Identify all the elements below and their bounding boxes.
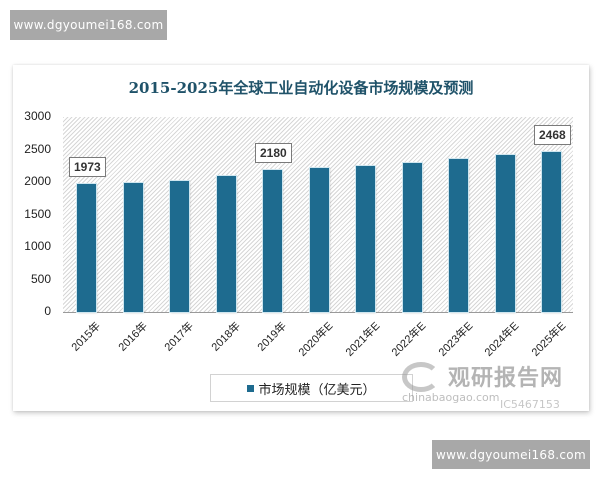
bar [170, 180, 189, 312]
x-tick-label: 2019年 [255, 320, 290, 354]
data-label: 2180 [255, 143, 292, 164]
x-tick-label: 2017年 [162, 320, 197, 354]
chart-frame: 2015-2025年全球工业自动化设备市场规模及预测 0 500 1000 1500 2… [13, 65, 589, 411]
bar [77, 183, 96, 312]
x-tick-label: 2022年E [389, 320, 429, 359]
brand-logo-icon [402, 362, 440, 392]
bar [123, 182, 143, 312]
y-tick-label: 2000 [24, 174, 51, 188]
brand-name: 观研报告网 [448, 366, 564, 391]
legend-label: 市场规模（亿美元） [258, 382, 376, 398]
bar [449, 159, 468, 312]
bar [309, 168, 329, 312]
chart-title: 2015-2025年全球工业自动化设备市场规模及预测 [128, 79, 474, 97]
bar [495, 155, 515, 312]
y-tick-label: 0 [44, 304, 51, 318]
bar [542, 151, 561, 312]
brand-id: IC5467153 [500, 398, 560, 411]
x-tick-label: 2016年 [116, 320, 150, 354]
x-tick-label: 2023年E [436, 320, 476, 359]
brand-watermark: 观研报告网 chinabaogao.com IC5467153 [400, 358, 600, 418]
x-tick-label: 2018年 [209, 320, 243, 354]
legend: 市场规模（亿美元） [210, 374, 413, 402]
brand-url: chinabaogao.com [402, 391, 500, 404]
x-tick-label: 2025年E [529, 320, 569, 359]
watermark-badge-top: www.dgyoumei168.com [10, 10, 167, 40]
data-label: 2468 [534, 124, 571, 145]
x-tick-label: 2024年E [482, 320, 522, 359]
watermark-badge-bottom: www.dgyoumei168.com [432, 440, 590, 469]
x-tick-label: 2015年 [69, 320, 104, 354]
y-tick-label: 1500 [24, 206, 51, 221]
x-tick-label: 2020年E [296, 320, 336, 359]
x-tick-label: 2021年E [343, 320, 383, 359]
y-tick-label: 2500 [24, 141, 51, 156]
y-tick-label: 500 [30, 271, 51, 286]
x-axis-line [63, 312, 573, 313]
data-label: 1973 [69, 156, 106, 177]
y-tick-label: 1000 [24, 239, 51, 253]
bar [402, 163, 422, 312]
bar [216, 176, 236, 312]
y-tick-label: 3000 [24, 109, 51, 123]
bar [356, 165, 375, 312]
legend-swatch [247, 384, 255, 392]
bar [263, 170, 282, 312]
